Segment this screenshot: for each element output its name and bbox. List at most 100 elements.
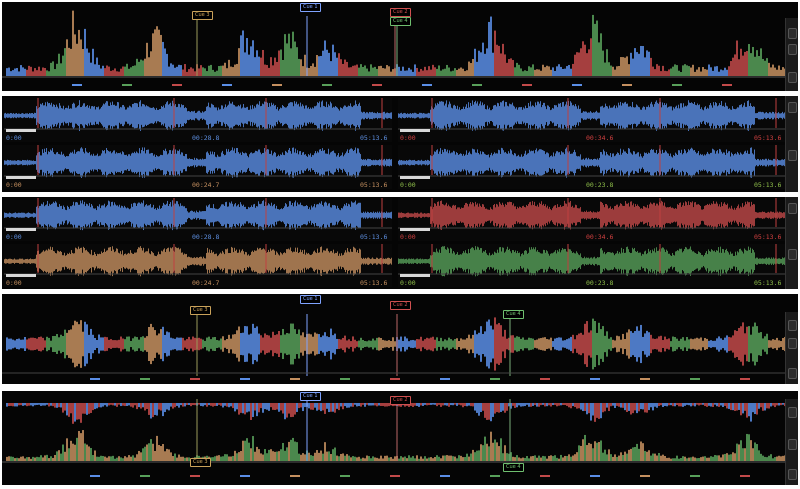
wave-bar-top	[118, 403, 120, 405]
wave-bar	[138, 153, 139, 172]
deck-waveform[interactable]	[398, 145, 786, 189]
zoom-in-icon[interactable]	[788, 102, 797, 113]
cue-label-cue2[interactable]: Cue 2	[390, 396, 411, 405]
cue-label-cue2[interactable]: Cue 2	[390, 301, 411, 310]
progress-bar[interactable]	[400, 228, 430, 231]
cue-label-cue1[interactable]: Cue 1	[300, 295, 321, 304]
mirrored-waveform-panel[interactable]: Cue 1 Cue 2 Cue 3 Cue 4	[2, 294, 798, 384]
overview-waveform[interactable]	[2, 2, 786, 91]
wave-bar	[282, 254, 283, 268]
settings-icon[interactable]	[788, 72, 797, 83]
cue-label-cue1[interactable]: Cue 1	[300, 3, 321, 12]
wave-bar	[287, 206, 288, 224]
deck-2a[interactable]: 0:00 00:24.7 05:13.6	[4, 145, 392, 189]
deck-2b[interactable]: 0:00 00:23.8 05:13.6	[398, 145, 786, 189]
cue-label-cue1[interactable]: Cue 1	[300, 392, 321, 401]
wave-bar-top	[240, 403, 242, 413]
wave-bar	[151, 152, 152, 173]
cue-label-cue4[interactable]: Cue 4	[390, 17, 411, 26]
wave-bar	[57, 151, 58, 174]
wave-bar	[684, 340, 686, 348]
wave-bar	[762, 338, 764, 350]
zoom-out-icon[interactable]	[788, 249, 797, 260]
mirrored-waveform[interactable]	[2, 294, 786, 384]
wave-bar	[625, 252, 626, 270]
wave-bar	[600, 248, 601, 274]
progress-bar[interactable]	[6, 129, 36, 132]
wave-bar	[170, 102, 171, 129]
wave-bar	[251, 205, 252, 226]
wave-bar	[346, 151, 347, 174]
wave-bar	[758, 258, 759, 264]
wave-bar	[40, 103, 41, 128]
wave-bar	[504, 106, 505, 125]
deck-waveform[interactable]	[398, 98, 786, 142]
progress-bar[interactable]	[6, 274, 36, 277]
wave-bar	[710, 251, 711, 271]
progress-bar[interactable]	[400, 129, 430, 132]
wave-bar	[284, 155, 285, 171]
split-waveform[interactable]	[2, 391, 786, 485]
wave-bar-bottom	[636, 443, 638, 461]
deck-waveform[interactable]	[4, 145, 392, 189]
wave-bar	[732, 335, 734, 353]
wave-bar	[699, 204, 700, 226]
zoom-out-icon[interactable]	[788, 338, 797, 349]
progress-bar[interactable]	[6, 228, 36, 231]
wave-bar-top	[22, 403, 24, 406]
zoom-in-icon[interactable]	[788, 320, 797, 331]
progress-bar[interactable]	[400, 176, 430, 179]
wave-bar	[129, 154, 130, 171]
wave-bar	[166, 102, 167, 129]
zoom-out-icon[interactable]	[788, 44, 797, 55]
overview-waveform-panel[interactable]: Cue 3 Cue 1 Cue 2 Cue 4	[2, 2, 798, 91]
deck-waveform[interactable]	[398, 244, 786, 287]
wave-bar	[303, 253, 304, 269]
cue-label-cue4[interactable]: Cue 4	[503, 463, 524, 472]
deck-4a[interactable]: 0:00 00:24.7 05:13.6	[4, 244, 392, 287]
deck-waveform[interactable]	[4, 244, 392, 287]
wave-bar	[369, 111, 370, 120]
wave-bar	[332, 335, 334, 353]
wave-bar-bottom	[670, 458, 672, 461]
settings-icon[interactable]	[788, 368, 797, 379]
deck-1a[interactable]: 0:00 00:28.8 05:13.6	[4, 98, 392, 142]
deck-3b[interactable]: 0:00 00:34.6 05:13.6	[398, 198, 786, 241]
wave-bar	[197, 212, 198, 219]
zoom-in-icon[interactable]	[788, 407, 797, 418]
wave-bar	[185, 154, 186, 172]
zoom-out-icon[interactable]	[788, 150, 797, 161]
deck-4b[interactable]: 0:00 00:23.8 05:13.6	[398, 244, 786, 287]
wave-bar	[436, 337, 438, 351]
settings-icon[interactable]	[788, 469, 797, 480]
wave-bar-top	[448, 403, 450, 407]
split-waveform-panel[interactable]: Cue 1 Cue 2 Cue 3 Cue 4	[2, 391, 798, 485]
zoom-in-icon[interactable]	[788, 203, 797, 214]
cue-label-cue3[interactable]: Cue 3	[190, 306, 211, 315]
deck-waveform[interactable]	[4, 98, 392, 142]
cue-label-cue3[interactable]: Cue 3	[190, 458, 211, 467]
cue-label-cue2[interactable]: Cue 2	[390, 8, 411, 17]
cue-label-cue3[interactable]: Cue 3	[192, 11, 213, 20]
wave-bar	[360, 105, 361, 126]
wave-bar	[661, 153, 662, 172]
wave-bar	[515, 108, 516, 123]
wave-bar	[257, 247, 258, 275]
wave-bar	[136, 58, 138, 76]
wave-bar	[469, 203, 470, 227]
deck-waveform[interactable]	[4, 198, 392, 241]
wave-bar	[191, 111, 192, 121]
zoom-out-icon[interactable]	[788, 439, 797, 450]
deck-3a[interactable]: 0:00 00:28.8 05:13.6	[4, 198, 392, 241]
wave-bar	[699, 252, 700, 271]
zoom-in-icon[interactable]	[788, 28, 797, 39]
wave-bar	[564, 340, 566, 348]
wave-bar	[83, 151, 84, 174]
cue-label-cue4[interactable]: Cue 4	[503, 310, 524, 319]
wave-bar-top	[604, 403, 606, 412]
progress-bar[interactable]	[400, 274, 430, 277]
deck-1b[interactable]: 0:00 00:34.6 05:13.6	[398, 98, 786, 142]
deck-waveform[interactable]	[398, 198, 786, 241]
progress-bar[interactable]	[6, 176, 36, 179]
wave-bar-bottom	[288, 441, 290, 461]
